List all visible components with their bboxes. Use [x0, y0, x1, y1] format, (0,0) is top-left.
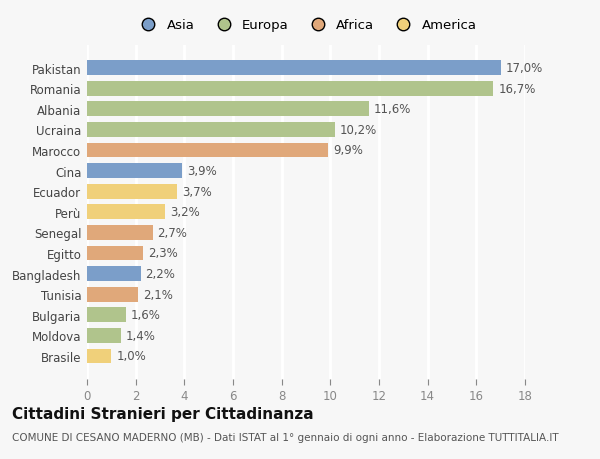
Bar: [87, 123, 335, 138]
Text: Cittadini Stranieri per Cittadinanza: Cittadini Stranieri per Cittadinanza: [12, 406, 314, 421]
Text: 2,7%: 2,7%: [158, 226, 187, 239]
Bar: [87, 225, 152, 240]
Text: 3,9%: 3,9%: [187, 165, 217, 178]
Bar: [87, 349, 112, 364]
Text: 10,2%: 10,2%: [340, 123, 377, 137]
Text: 9,9%: 9,9%: [333, 144, 362, 157]
Text: 1,6%: 1,6%: [131, 308, 161, 322]
Bar: [87, 164, 182, 179]
Text: 2,1%: 2,1%: [143, 288, 173, 301]
Text: 3,7%: 3,7%: [182, 185, 212, 198]
Text: 3,2%: 3,2%: [170, 206, 199, 219]
Text: 17,0%: 17,0%: [506, 62, 543, 75]
Legend: Asia, Europa, Africa, America: Asia, Europa, Africa, America: [135, 19, 477, 32]
Bar: [87, 246, 143, 261]
Bar: [87, 308, 126, 322]
Bar: [87, 185, 177, 199]
Bar: [87, 82, 493, 96]
Text: 1,4%: 1,4%: [126, 329, 156, 342]
Bar: [87, 61, 500, 76]
Text: 16,7%: 16,7%: [498, 83, 536, 95]
Text: 1,0%: 1,0%: [116, 350, 146, 363]
Bar: [87, 287, 138, 302]
Bar: [87, 267, 140, 281]
Bar: [87, 328, 121, 343]
Text: 11,6%: 11,6%: [374, 103, 412, 116]
Bar: [87, 102, 369, 117]
Text: COMUNE DI CESANO MADERNO (MB) - Dati ISTAT al 1° gennaio di ogni anno - Elaboraz: COMUNE DI CESANO MADERNO (MB) - Dati IST…: [12, 432, 559, 442]
Text: 2,3%: 2,3%: [148, 247, 178, 260]
Text: 2,2%: 2,2%: [145, 268, 175, 280]
Bar: [87, 143, 328, 158]
Bar: [87, 205, 165, 220]
